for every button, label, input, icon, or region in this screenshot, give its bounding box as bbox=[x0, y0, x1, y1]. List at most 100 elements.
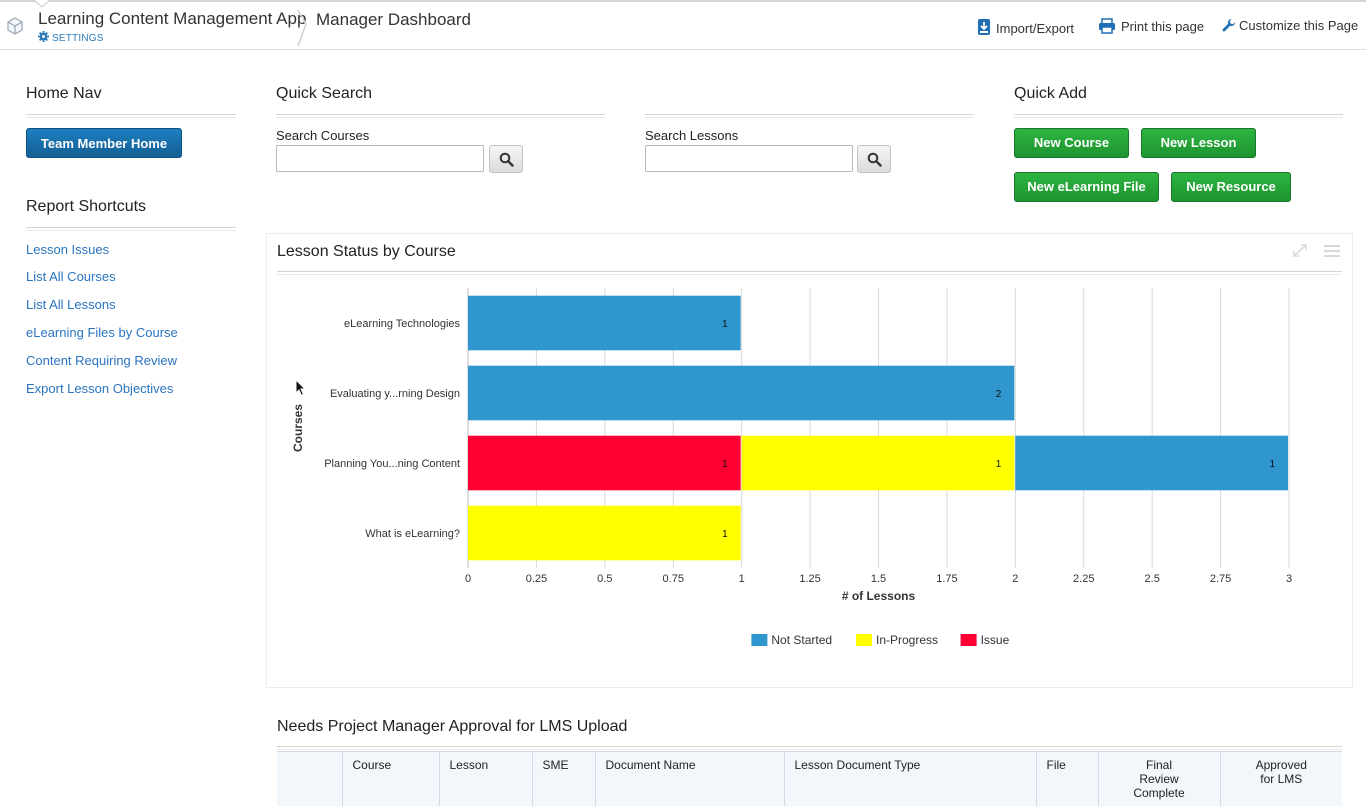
legend-label: Not Started bbox=[771, 633, 832, 647]
bar-in-progress bbox=[742, 436, 1015, 491]
x-tick-label: 0.25 bbox=[526, 573, 547, 585]
team-member-home-button[interactable]: Team Member Home bbox=[26, 128, 182, 158]
shortcut-export-lesson-objectives[interactable]: Export Lesson Objectives bbox=[26, 381, 173, 396]
bar-not-started bbox=[468, 296, 741, 351]
data-label: 1 bbox=[722, 459, 728, 470]
legend-swatch bbox=[856, 634, 872, 646]
chart-divider bbox=[277, 271, 1342, 275]
quick-search-title: Quick Search bbox=[276, 85, 372, 103]
import-export-icon bbox=[977, 18, 991, 36]
shortcut-content-requiring-review[interactable]: Content Requiring Review bbox=[26, 353, 177, 368]
settings-label: SETTINGS bbox=[52, 33, 104, 44]
x-tick-label: 3 bbox=[1286, 573, 1292, 585]
x-tick-label: 1.5 bbox=[871, 573, 886, 585]
new-lesson-button[interactable]: New Lesson bbox=[1141, 128, 1256, 158]
col-header-lesson-document-type[interactable]: Lesson Document Type bbox=[784, 752, 1036, 806]
breadcrumb-separator bbox=[296, 10, 310, 46]
legend-label: Issue bbox=[981, 633, 1010, 647]
gear-icon bbox=[38, 31, 49, 42]
x-tick-label: 2.5 bbox=[1145, 573, 1160, 585]
approval-table-divider bbox=[277, 746, 1342, 750]
bar-not-started bbox=[468, 366, 1014, 421]
col-header-select[interactable] bbox=[277, 752, 342, 806]
col-header-document-name[interactable]: Document Name bbox=[595, 752, 784, 806]
mouse-cursor-icon bbox=[295, 379, 307, 397]
bar-not-started bbox=[1015, 436, 1288, 491]
cube-icon bbox=[5, 16, 25, 36]
col-header-file[interactable]: File bbox=[1036, 752, 1098, 806]
new-resource-button[interactable]: New Resource bbox=[1171, 172, 1291, 202]
quick-search-divider-2 bbox=[645, 114, 974, 118]
x-axis-title: # of Lessons bbox=[842, 589, 916, 603]
x-tick-label: 0.5 bbox=[597, 573, 612, 585]
search-courses-label: Search Courses bbox=[276, 128, 369, 143]
data-label: 1 bbox=[722, 319, 728, 330]
x-tick-label: 1.75 bbox=[936, 573, 957, 585]
expand-icon[interactable] bbox=[1291, 243, 1309, 259]
search-lessons-label: Search Lessons bbox=[645, 128, 738, 143]
print-page-link[interactable]: Print this page bbox=[1098, 18, 1204, 34]
report-shortcuts-divider bbox=[26, 227, 236, 231]
approval-table: Course Lesson SME Document Name Lesson D… bbox=[277, 751, 1342, 806]
shortcut-lesson-issues[interactable]: Lesson Issues bbox=[26, 242, 109, 257]
x-tick-label: 2 bbox=[1012, 573, 1018, 585]
home-nav-divider bbox=[26, 114, 236, 118]
chart-title: Lesson Status by Course bbox=[277, 243, 456, 261]
col-header-approved-for-lms[interactable]: Approved for LMS bbox=[1220, 752, 1342, 806]
legend-swatch bbox=[751, 634, 767, 646]
quick-search-divider-1 bbox=[276, 114, 605, 118]
customize-label: Customize this Page bbox=[1239, 18, 1358, 33]
data-label: 1 bbox=[1269, 459, 1275, 470]
app-title: Learning Content Management App bbox=[38, 9, 306, 29]
search-icon bbox=[867, 152, 882, 167]
home-nav-title: Home Nav bbox=[26, 85, 102, 103]
new-course-button[interactable]: New Course bbox=[1014, 128, 1129, 158]
menu-icon[interactable] bbox=[1323, 243, 1341, 259]
y-tick-label: What is eLearning? bbox=[365, 528, 460, 540]
lesson-status-chart: 0 0.25 0.5 0.75 1 1.25 1.5 1.75 2 2.25 2.5 2.75 3 eLe… bbox=[266, 280, 1346, 670]
settings-link[interactable]: SETTINGS bbox=[38, 31, 104, 44]
report-shortcuts-title: Report Shortcuts bbox=[26, 198, 146, 216]
wrench-icon bbox=[1222, 19, 1236, 33]
shortcut-list-all-courses[interactable]: List All Courses bbox=[26, 269, 116, 284]
shortcut-list-all-lessons[interactable]: List All Lessons bbox=[26, 297, 116, 312]
legend-swatch bbox=[961, 634, 977, 646]
col-header-final-review-complete[interactable]: Final Review Complete bbox=[1098, 752, 1220, 806]
bar-in-progress bbox=[468, 506, 741, 561]
col-header-sme[interactable]: SME bbox=[532, 752, 595, 806]
legend-label: In-Progress bbox=[876, 633, 938, 647]
shortcut-elearning-files-by-course[interactable]: eLearning Files by Course bbox=[26, 325, 178, 340]
bar-issue bbox=[468, 436, 741, 491]
x-tick-label: 2.75 bbox=[1210, 573, 1231, 585]
x-tick-label: 0.75 bbox=[663, 573, 684, 585]
import-export-label: Import/Export bbox=[996, 21, 1074, 36]
y-tick-label: Planning You...ning Content bbox=[324, 458, 460, 470]
data-label: 1 bbox=[996, 459, 1002, 470]
search-courses-button[interactable] bbox=[489, 145, 523, 173]
print-label: Print this page bbox=[1121, 19, 1204, 34]
import-export-link[interactable]: Import/Export bbox=[977, 18, 1074, 36]
data-label: 1 bbox=[722, 529, 728, 540]
search-lessons-input[interactable] bbox=[645, 145, 853, 172]
x-tick-label: 0 bbox=[465, 573, 471, 585]
search-courses-input[interactable] bbox=[276, 145, 484, 172]
new-elearning-file-button[interactable]: New eLearning File bbox=[1014, 172, 1159, 202]
quick-add-title: Quick Add bbox=[1014, 85, 1087, 103]
printer-icon bbox=[1098, 18, 1116, 34]
top-bar: Learning Content Management App SETTINGS… bbox=[0, 0, 1366, 50]
col-header-course[interactable]: Course bbox=[342, 752, 439, 806]
data-label: 2 bbox=[996, 389, 1002, 400]
customize-page-link[interactable]: Customize this Page bbox=[1222, 18, 1358, 33]
search-icon bbox=[499, 152, 514, 167]
y-tick-label: Evaluating y...rning Design bbox=[330, 388, 460, 400]
x-tick-label: 2.25 bbox=[1073, 573, 1094, 585]
col-header-lesson[interactable]: Lesson bbox=[439, 752, 532, 806]
y-tick-label: eLearning Technologies bbox=[344, 318, 460, 330]
approval-table-title: Needs Project Manager Approval for LMS U… bbox=[277, 718, 627, 736]
x-tick-label: 1.25 bbox=[799, 573, 820, 585]
search-lessons-button[interactable] bbox=[857, 145, 891, 173]
quick-add-divider bbox=[1014, 114, 1343, 118]
table-header-row: Course Lesson SME Document Name Lesson D… bbox=[277, 752, 1342, 806]
page-title: Manager Dashboard bbox=[316, 10, 471, 30]
x-tick-label: 1 bbox=[739, 573, 745, 585]
